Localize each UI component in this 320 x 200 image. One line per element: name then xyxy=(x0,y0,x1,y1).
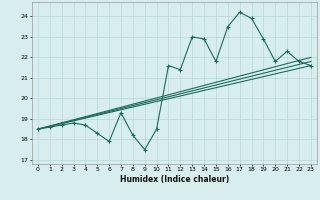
X-axis label: Humidex (Indice chaleur): Humidex (Indice chaleur) xyxy=(120,175,229,184)
